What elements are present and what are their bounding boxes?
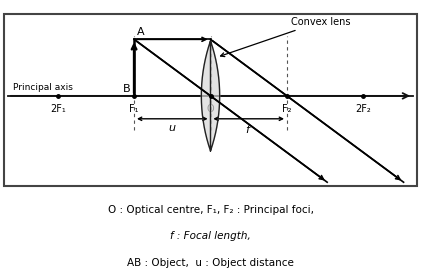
Text: O : Optical centre, F₁, F₂ : Principal foci,: O : Optical centre, F₁, F₂ : Principal f… [107, 205, 314, 215]
Text: F₁: F₁ [129, 103, 139, 113]
Text: $f$: $f$ [245, 123, 252, 135]
Text: F₂: F₂ [282, 103, 292, 113]
Text: AB : Object,  u : Object distance: AB : Object, u : Object distance [127, 258, 294, 268]
Text: 2F₂: 2F₂ [355, 103, 371, 113]
Text: 2F₁: 2F₁ [50, 103, 66, 113]
Text: Convex lens: Convex lens [221, 17, 350, 57]
Text: O: O [207, 103, 214, 113]
Text: B: B [123, 84, 130, 94]
Text: $u$: $u$ [168, 123, 176, 133]
Text: f : Focal length,: f : Focal length, [170, 231, 251, 241]
Polygon shape [201, 41, 220, 151]
Text: Principal axis: Principal axis [13, 83, 73, 92]
Bar [4, 14, 417, 186]
Text: A: A [137, 27, 145, 37]
